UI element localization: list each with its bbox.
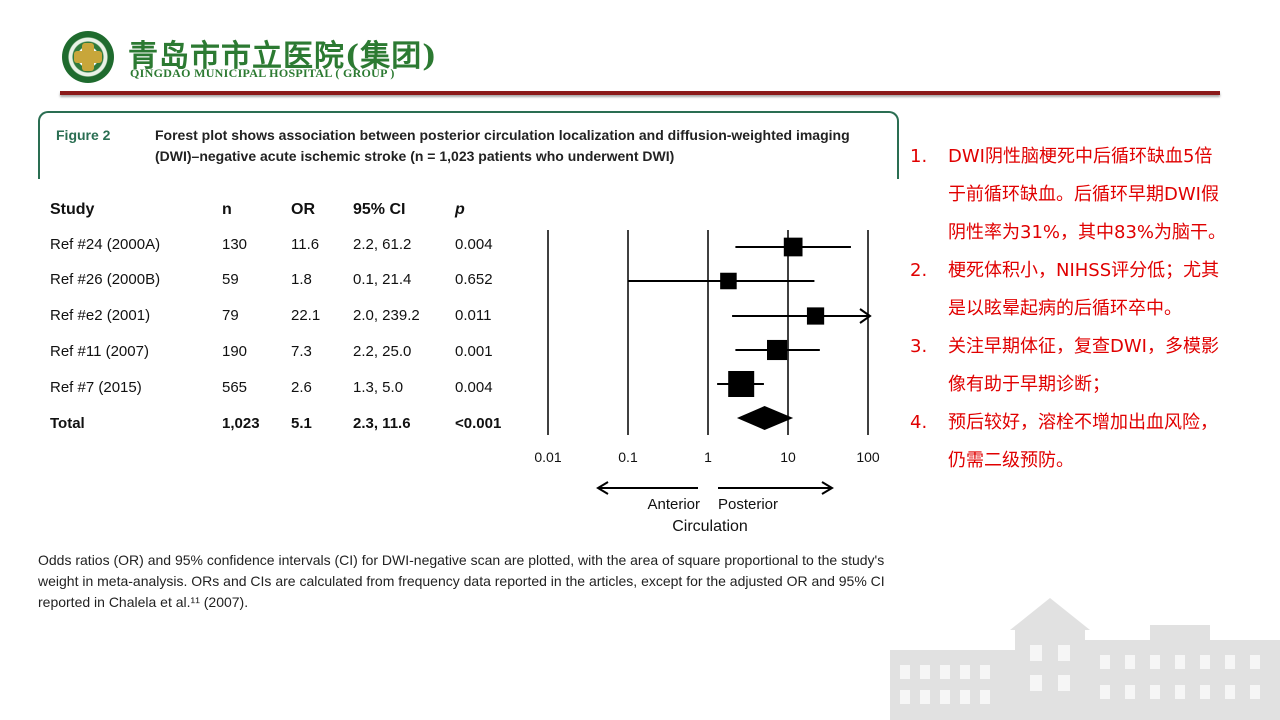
x-tick-label: 0.01 [534, 449, 561, 465]
cell-n: 130 [222, 236, 248, 253]
x-tick-label: 1 [704, 449, 712, 465]
list-number: 1. [910, 146, 928, 167]
cell-n: 79 [222, 307, 239, 324]
key-points-list: 1. DWI阴性脑梗死中后循环缺血5倍于前循环缺血。后循环早期DWI假阴性率为31… [910, 138, 1228, 480]
list-number: 3. [910, 336, 928, 357]
cell-ci: 2.3, 11.6 [353, 415, 411, 432]
figure-label: Figure 2 [56, 127, 111, 143]
or-square-marker [806, 307, 825, 325]
cell-p: <0.001 [455, 415, 502, 432]
cell-study: Ref #e2 (2001) [50, 307, 151, 324]
column-header-n: n [222, 201, 232, 218]
list-text: 梗死体积小，NIHSS评分低；尤其是以眩晕起病的后循环卒中。 [948, 260, 1220, 319]
anterior-arrow-head [596, 481, 609, 495]
cell-or: 22.1 [291, 307, 321, 324]
list-item: 2. 梗死体积小，NIHSS评分低；尤其是以眩晕起病的后循环卒中。 [910, 252, 1228, 328]
hospital-name-english: QINGDAO MUNICIPAL HOSPITAL ( GROUP ) [130, 66, 395, 80]
cell-or: 11.6 [291, 236, 320, 253]
cell-p: 0.011 [455, 307, 492, 324]
column-header-or: OR [291, 201, 315, 218]
cell-p: 0.004 [455, 236, 493, 253]
x-tick-label: 10 [780, 449, 796, 465]
cell-p: 0.652 [455, 271, 493, 288]
posterior-arrow-head [821, 481, 834, 495]
cell-or: 2.6 [291, 379, 312, 396]
cell-ci: 2.0, 239.2 [353, 307, 420, 324]
column-header-ci: 95% CI [353, 201, 406, 218]
or-square-marker [783, 237, 803, 257]
figure-footnote: Odds ratios (OR) and 95% confidence inte… [38, 552, 885, 610]
cell-p: 0.001 [455, 343, 493, 360]
anterior-label: Anterior [647, 496, 700, 513]
list-text: 关注早期体征，复查DWI，多模影像有助于早期诊断； [948, 336, 1219, 395]
cell-ci: 1.3, 5.0 [353, 379, 404, 396]
cell-study: Ref #7 (2015) [50, 379, 142, 396]
cell-study: Total [50, 415, 85, 432]
or-square-marker [720, 272, 737, 290]
header-divider [60, 91, 1220, 95]
cell-study: Ref #11 (2007) [50, 343, 149, 360]
total-diamond-marker [736, 406, 794, 430]
cell-n: 190 [222, 343, 248, 360]
x-tick-label: 0.1 [618, 449, 638, 465]
cell-study: Ref #26 (2000B) [50, 271, 161, 288]
forest-plot: 0.01 0.1 1 10 100 Anterior Posterior Circulatio… [534, 230, 880, 535]
figure-caption-frame [38, 111, 899, 179]
cell-n: 59 [222, 271, 239, 288]
cell-study: Ref #24 (2000A) [50, 236, 161, 253]
list-number: 2. [910, 260, 928, 281]
cell-or: 5.1 [291, 415, 312, 432]
cell-ci: 2.2, 25.0 [353, 343, 412, 360]
logo-cross-horizontal [74, 51, 102, 63]
cell-n: 1,023 [222, 415, 260, 432]
list-text: DWI阴性脑梗死中后循环缺血5倍于前循环缺血。后循环早期DWI假阴性率为31%，… [948, 146, 1227, 243]
list-item: 1. DWI阴性脑梗死中后循环缺血5倍于前循环缺血。后循环早期DWI假阴性率为31… [910, 138, 1228, 252]
cell-n: 565 [222, 379, 248, 396]
hospital-logo-icon [62, 31, 114, 83]
list-text: 预后较好，溶栓不增加出血风险，仍需二级预防。 [948, 412, 1218, 471]
x-axis-label: Circulation [672, 518, 748, 535]
figure-caption: Forest plot shows association between po… [155, 127, 850, 164]
posterior-label: Posterior [718, 496, 778, 513]
or-square-marker [728, 371, 755, 397]
column-header-p: p [455, 201, 465, 218]
column-header-study: Study [50, 201, 95, 218]
cell-or: 1.8 [291, 271, 312, 288]
hospital-name-chinese: 青岛市市立医院(集团) [128, 39, 438, 74]
x-tick-label: 100 [856, 449, 880, 465]
hospital-building-watermark [890, 598, 1280, 720]
ci-overflow-arrow [859, 308, 872, 324]
list-number: 4. [910, 412, 928, 433]
cell-ci: 0.1, 21.4 [353, 271, 412, 288]
cell-ci: 2.2, 61.2 [353, 236, 412, 253]
or-square-marker [767, 339, 788, 361]
cell-p: 0.004 [455, 379, 493, 396]
list-item: 4. 预后较好，溶栓不增加出血风险，仍需二级预防。 [910, 404, 1228, 480]
list-item: 3. 关注早期体征，复查DWI，多模影像有助于早期诊断； [910, 328, 1228, 404]
cell-or: 7.3 [291, 343, 312, 360]
